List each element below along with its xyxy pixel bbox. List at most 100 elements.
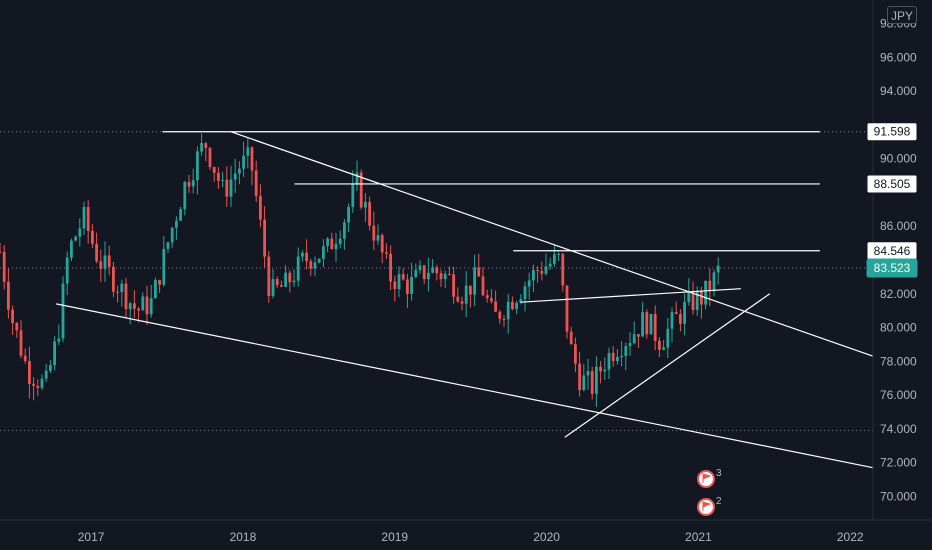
candle-body xyxy=(544,266,548,274)
candle-body xyxy=(330,238,334,250)
event-count-label: 2 xyxy=(716,496,722,507)
candle-body xyxy=(506,301,510,320)
candle-body xyxy=(473,267,476,295)
trend-drawings[interactable] xyxy=(56,131,874,469)
candle-body xyxy=(523,286,527,300)
candle-body xyxy=(658,340,661,350)
candle-body xyxy=(561,253,565,286)
candle-body xyxy=(389,253,392,282)
candle-body xyxy=(355,172,359,185)
candle-body xyxy=(553,254,556,264)
candle-body xyxy=(595,366,598,394)
candle-body xyxy=(246,147,250,156)
candle-body xyxy=(502,318,506,320)
candle-body xyxy=(616,356,619,361)
trend-line[interactable] xyxy=(564,293,771,438)
candle-body xyxy=(305,252,308,262)
trend-line[interactable] xyxy=(230,131,874,357)
candle-body xyxy=(590,371,594,394)
candle-body xyxy=(259,196,262,220)
candle-body xyxy=(632,334,636,344)
candle-body xyxy=(603,369,607,372)
candle-body xyxy=(254,170,258,197)
candle-body xyxy=(712,272,716,292)
candle-body xyxy=(57,338,61,342)
candle-body xyxy=(578,363,581,391)
price-tick-label: 74.000 xyxy=(880,422,917,436)
price-tick-label: 72.000 xyxy=(880,456,917,470)
candle-body xyxy=(19,330,23,356)
candle-body xyxy=(238,168,241,174)
candle-body xyxy=(166,242,170,249)
candle-body xyxy=(368,201,371,226)
candle-body xyxy=(208,147,212,168)
candle-body xyxy=(372,225,376,241)
event-marker-circle[interactable] xyxy=(696,470,715,488)
candle-body xyxy=(2,251,6,282)
candle-body xyxy=(460,301,464,304)
candle-body xyxy=(326,238,329,247)
candle-body xyxy=(250,147,254,171)
currency-badge[interactable]: JPY xyxy=(887,6,917,24)
candle-body xyxy=(637,334,640,337)
candle-body xyxy=(376,235,380,241)
event-markers[interactable]: 32 xyxy=(696,468,722,516)
candle-body xyxy=(691,291,695,311)
candle-body xyxy=(540,270,544,274)
event-marker-circle[interactable] xyxy=(696,498,715,516)
price-tick-label: 76.000 xyxy=(880,388,917,402)
candle-body xyxy=(653,313,657,341)
candle-body xyxy=(351,184,355,208)
candle-body xyxy=(666,328,670,348)
candle-body xyxy=(359,172,363,208)
candle-body xyxy=(418,265,422,271)
candle-body xyxy=(288,272,292,283)
candle-body xyxy=(439,273,443,280)
candle-body xyxy=(44,370,48,379)
candle-body xyxy=(645,312,649,335)
price-tag-label: 91.598 xyxy=(874,125,911,139)
price-tick-label: 94.000 xyxy=(880,84,917,98)
price-tick-label: 70.000 xyxy=(880,489,917,503)
candle-body xyxy=(485,295,489,299)
candle-body xyxy=(28,361,31,384)
candle-body xyxy=(229,179,233,197)
candle-body xyxy=(322,246,325,259)
candle-body xyxy=(11,309,14,324)
candle-body xyxy=(221,179,224,181)
candle-body xyxy=(124,283,128,310)
trend-line[interactable] xyxy=(520,288,741,303)
price-tick-label: 80.000 xyxy=(880,321,917,335)
time-tick-label: 2020 xyxy=(533,530,560,544)
last-price-tag xyxy=(866,258,918,278)
time-axis[interactable]: 2017 2018 2019 2020 2021 2022 xyxy=(78,530,864,544)
candle-body xyxy=(574,344,577,364)
candle-body xyxy=(380,235,384,253)
candle-body xyxy=(565,285,569,332)
price-tick-label: 82.000 xyxy=(880,287,917,301)
candle-body xyxy=(107,255,111,267)
candle-body xyxy=(385,252,388,254)
candlestick-series xyxy=(0,133,720,407)
candle-body xyxy=(61,283,65,339)
candle-body xyxy=(0,251,2,253)
candle-body xyxy=(704,280,707,305)
price-tags: 91.598 88.505 84.546 83.523 xyxy=(866,122,918,278)
candle-body xyxy=(149,298,153,315)
candle-body xyxy=(196,151,199,181)
price-tick-label: 90.000 xyxy=(880,152,917,166)
candle-body xyxy=(532,270,535,281)
candle-body xyxy=(225,179,229,197)
time-tick-label: 2019 xyxy=(381,530,408,544)
candle-body xyxy=(599,366,602,372)
candle-body xyxy=(91,230,94,244)
candle-body xyxy=(275,278,279,286)
candle-body xyxy=(128,303,132,310)
event-flag-icon xyxy=(702,501,712,511)
candle-body xyxy=(716,265,720,273)
candle-body xyxy=(317,258,321,263)
trend-line[interactable] xyxy=(56,303,874,469)
candle-body xyxy=(515,302,518,310)
candle-body xyxy=(183,182,187,210)
